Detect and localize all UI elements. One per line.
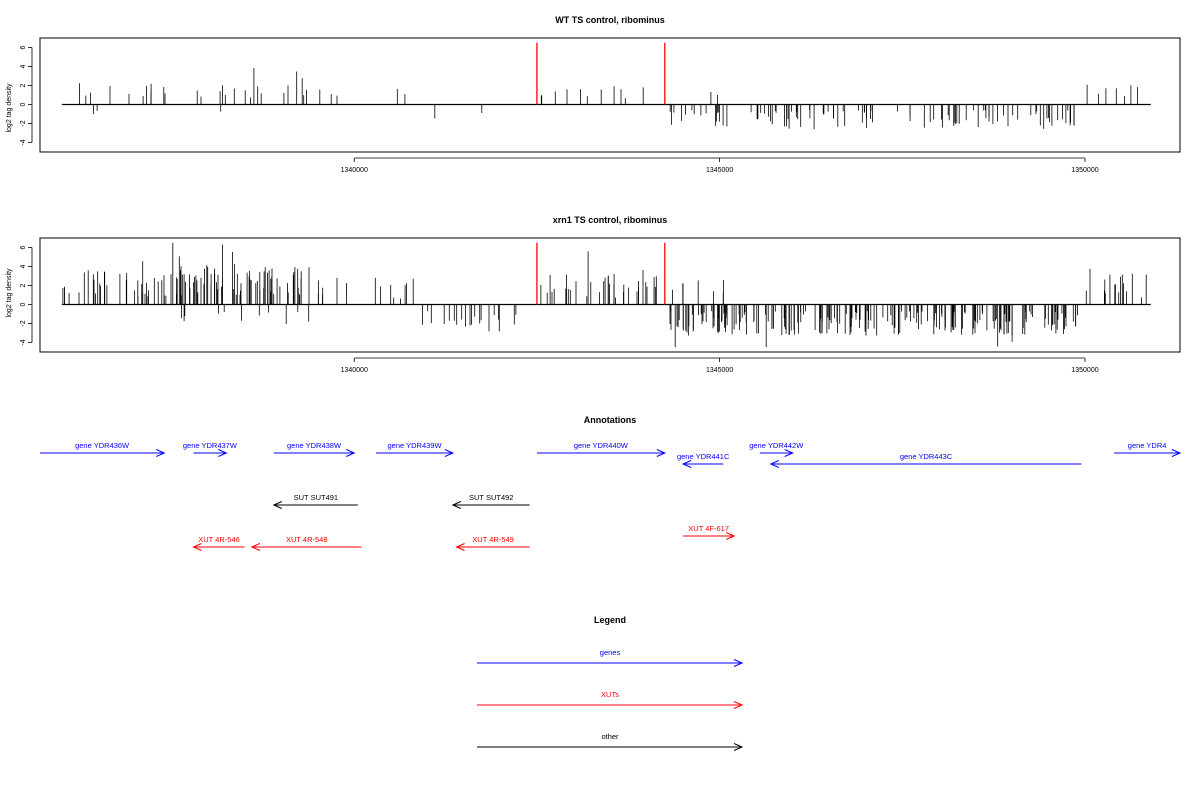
arrow-left-icon — [451, 501, 462, 509]
y-tick-label: 0 — [20, 102, 27, 106]
legend-label: other — [601, 732, 619, 741]
xrn1-signal-bars — [61, 242, 1151, 348]
xrn1-axes: -4 -2 0 2 4 6 1340000 1345000 1350000 — [20, 245, 1099, 374]
annotation-feature: SUT SUT492 — [451, 493, 530, 509]
wt-signal-bars — [61, 42, 1151, 130]
x-tick-label: 1350000 — [1071, 367, 1098, 374]
y-tick-label: 6 — [20, 45, 27, 49]
legend-entries: genes XUTs other — [477, 648, 744, 751]
feature-label: XUT 4F-617 — [688, 524, 729, 533]
arrow-right-icon — [218, 449, 228, 457]
arrow-left-icon — [250, 543, 261, 551]
xrn1-plot-frame — [39, 237, 1181, 353]
x-tick-label: 1350000 — [1071, 167, 1098, 174]
arrow-left-icon — [681, 460, 692, 468]
annotation-track: Annotations gene YDR436W gene YDR437W gene… — [40, 415, 1182, 551]
y-tick-label: 4 — [20, 64, 27, 68]
legend-entry: other — [477, 732, 744, 751]
annotation-feature: gene YDR437W — [183, 441, 238, 457]
annotation-feature: gene YDR441C — [677, 452, 730, 468]
x-tick-label: 1340000 — [341, 167, 368, 174]
y-tick-label: 6 — [20, 245, 27, 249]
x-tick-label: 1340000 — [341, 367, 368, 374]
legend-entry: XUTs — [477, 690, 744, 709]
arrow-right-icon — [726, 532, 736, 540]
y-tick-label: 0 — [20, 302, 27, 306]
legend-title: Legend — [594, 615, 626, 625]
annotation-feature: gene YDR440W — [536, 441, 667, 457]
feature-label: gene YDR438W — [287, 441, 342, 450]
annotation-feature: gene YDR4 — [1114, 441, 1182, 457]
wt-plot-frame — [39, 37, 1181, 153]
feature-label: gene YDR440W — [574, 441, 629, 450]
annotation-feature: XUT 4R-548 — [250, 535, 362, 551]
arrow-right-icon — [733, 659, 744, 667]
annotations-title: Annotations — [584, 415, 637, 425]
annotation-feature: XUT 4R-549 — [455, 535, 530, 551]
y-tick-label: 2 — [20, 83, 27, 87]
annotation-feature: gene YDR436W — [40, 441, 166, 457]
feature-label: gene YDR441C — [677, 452, 730, 461]
wt-panel-title: WT TS control, ribominus — [555, 15, 665, 25]
annotation-features: gene YDR436W gene YDR437W gene YDR438W gene… — [40, 441, 1182, 551]
annotation-feature: SUT SUT491 — [272, 493, 358, 509]
annotation-feature: gene YDR443C — [769, 452, 1082, 468]
feature-label: SUT SUT492 — [469, 493, 513, 502]
x-tick-label: 1345000 — [706, 167, 733, 174]
xrn1-coverage-panel: xrn1 TS control, ribominus log2 tag dens… — [6, 215, 1181, 374]
feature-label: gene YDR439W — [387, 441, 442, 450]
feature-label: gene YDR442W — [749, 441, 804, 450]
arrow-right-icon — [156, 449, 166, 457]
y-tick-label: 4 — [20, 264, 27, 268]
arrow-left-icon — [272, 501, 283, 509]
y-tick-label: 2 — [20, 283, 27, 287]
feature-label: gene YDR436W — [75, 441, 130, 450]
feature-label: XUT 4R-546 — [198, 535, 240, 544]
feature-label: SUT SUT491 — [294, 493, 338, 502]
legend: Legend genes XUTs other — [477, 615, 744, 751]
y-tick-label: -4 — [20, 339, 27, 345]
legend-label: XUTs — [601, 690, 619, 699]
arrow-right-icon — [1171, 449, 1182, 457]
annotation-feature: gene YDR438W — [273, 441, 356, 457]
feature-label: XUT 4R-549 — [472, 535, 514, 544]
feature-label: gene YDR4 — [1128, 441, 1167, 450]
feature-label: XUT 4R-548 — [286, 535, 328, 544]
arrow-left-icon — [192, 543, 202, 551]
annotation-feature: XUT 4F-617 — [683, 524, 736, 540]
wt-axes: -4 -2 0 2 4 6 1340000 1345000 1350000 — [20, 45, 1099, 174]
arrow-right-icon — [733, 743, 744, 751]
x-tick-label: 1345000 — [706, 367, 733, 374]
arrow-right-icon — [346, 449, 356, 457]
y-tick-label: -4 — [20, 139, 27, 145]
arrow-right-icon — [733, 701, 744, 709]
arrow-left-icon — [455, 543, 465, 551]
arrow-right-icon — [784, 449, 794, 457]
xrn1-y-axis-label: log2 tag density — [6, 268, 13, 318]
annotation-feature: XUT 4R-546 — [192, 535, 245, 551]
feature-label: gene YDR443C — [900, 452, 953, 461]
y-tick-label: -2 — [20, 120, 27, 126]
arrow-right-icon — [656, 449, 667, 457]
wt-coverage-panel: WT TS control, ribominus log2 tag densit… — [6, 15, 1181, 174]
annotation-feature: gene YDR439W — [376, 441, 455, 457]
arrow-left-icon — [769, 460, 779, 468]
wt-y-axis-label: log2 tag density — [6, 83, 13, 133]
annotation-feature: gene YDR442W — [749, 441, 804, 457]
legend-label: genes — [600, 648, 621, 657]
feature-label: gene YDR437W — [183, 441, 238, 450]
xrn1-panel-title: xrn1 TS control, ribominus — [553, 215, 668, 225]
y-tick-label: -2 — [20, 320, 27, 326]
legend-entry: genes — [477, 648, 744, 667]
arrow-right-icon — [444, 449, 455, 457]
